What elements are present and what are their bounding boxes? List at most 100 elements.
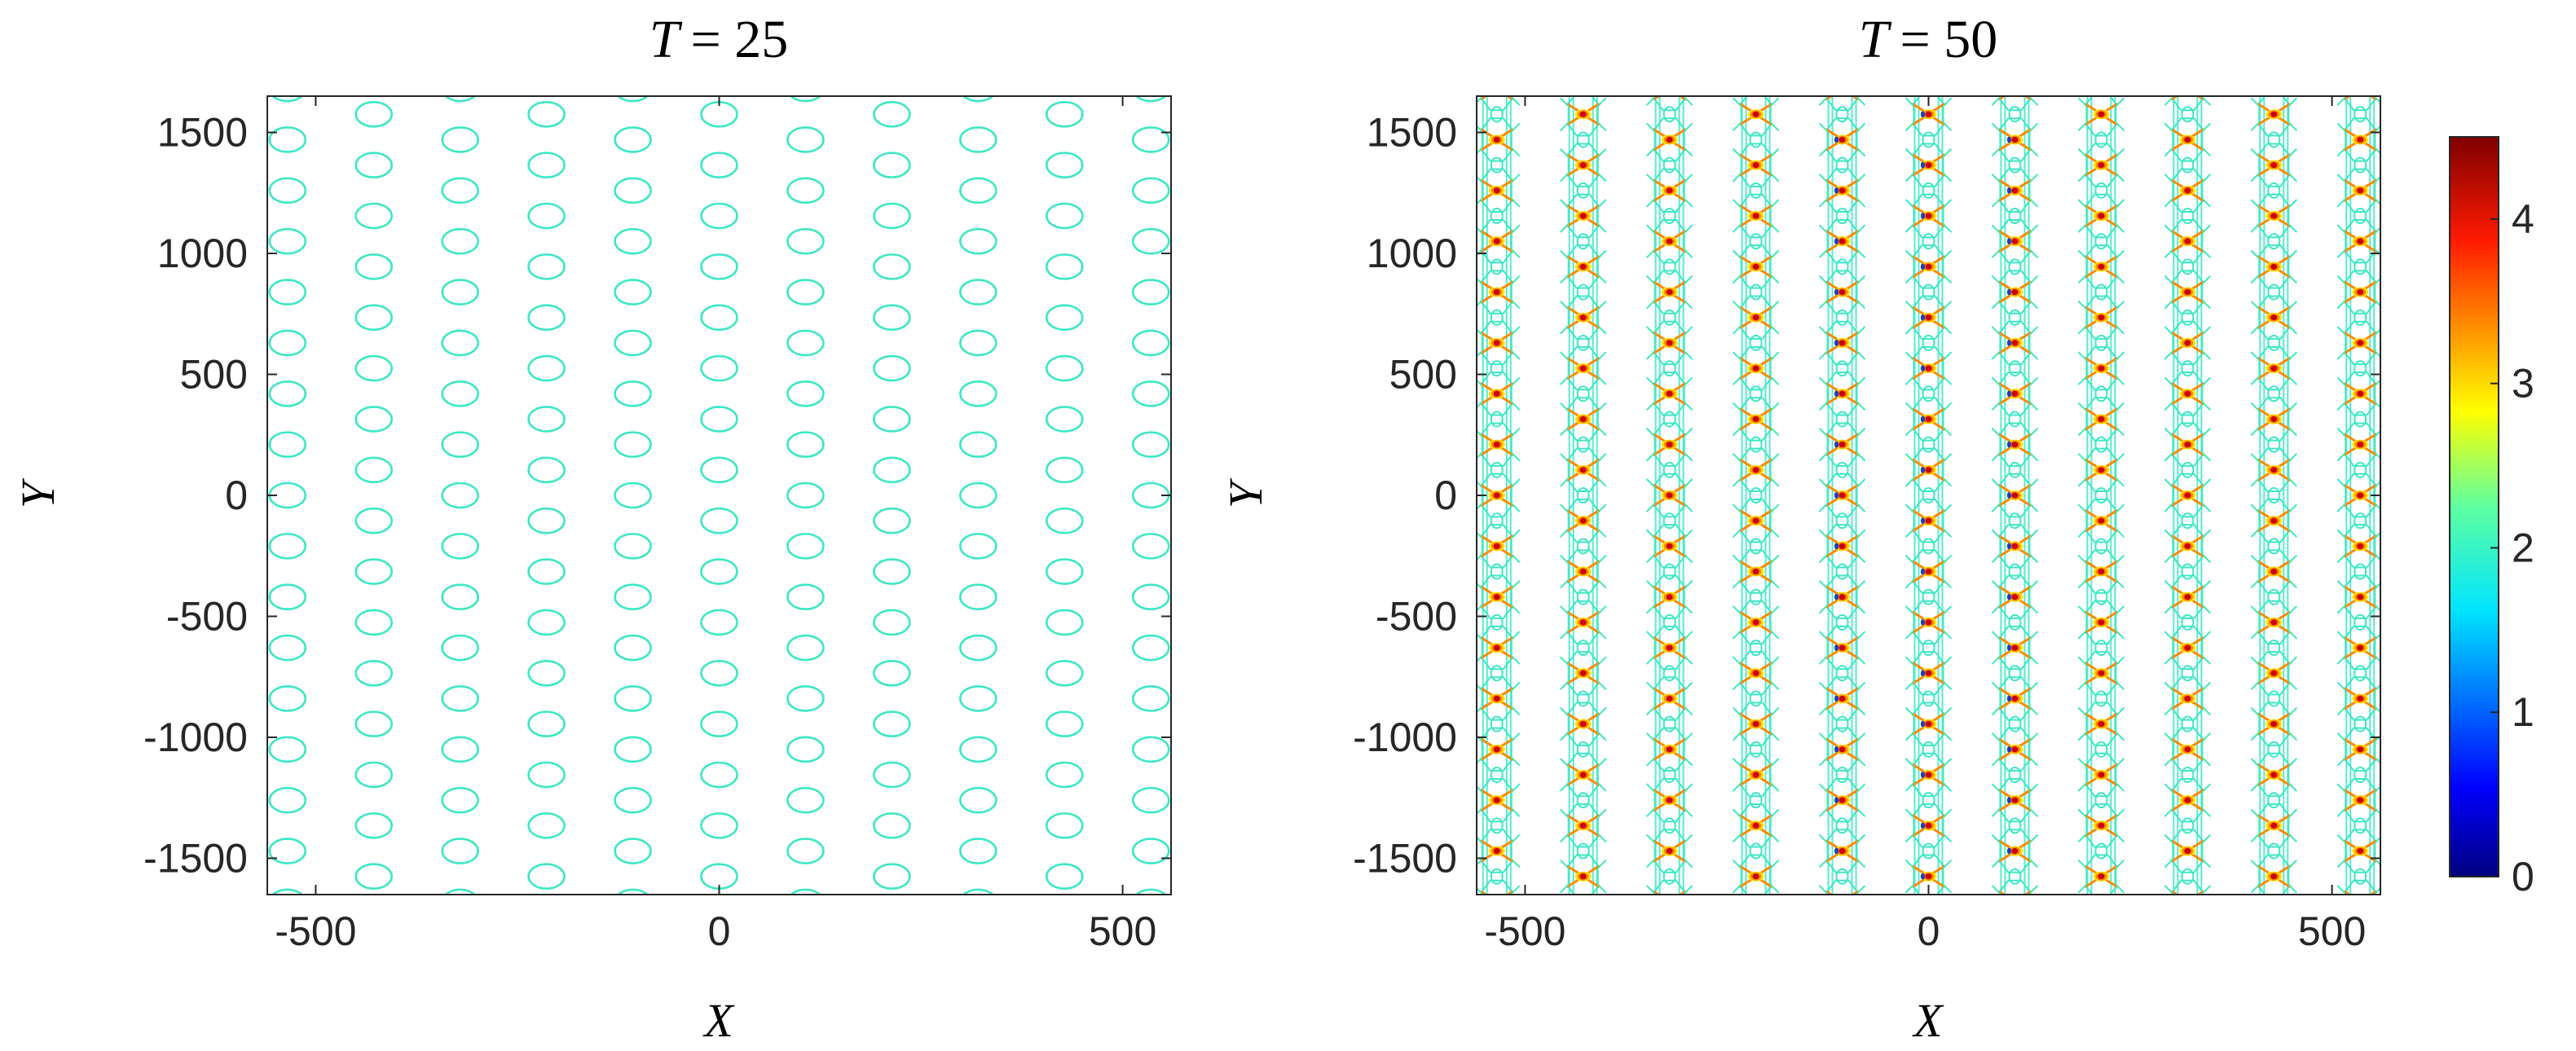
contour-ring [1749,741,1763,758]
contour-ring [1835,613,1849,631]
peak-arm [1911,255,1926,266]
contour-ellipse [959,634,997,662]
peak-arm [2084,369,2099,380]
peak-arm-outer [1559,605,1570,615]
contour-ring [2181,563,2195,580]
peak-arm [1911,356,1926,367]
peak-arm-outer [1732,630,1742,640]
peak-arm [2343,750,2358,762]
peak-arm [1851,890,1860,895]
peak-arm [2017,635,2032,647]
peak-arm [1479,128,1495,139]
peak-arm [2276,675,2292,685]
peak-arm [1738,319,1754,329]
peak-arm [2343,635,2358,647]
peak-level-4 [1666,543,1673,549]
y-tick-label: -1500 [1353,835,1457,881]
peak-arm [2103,725,2119,736]
chart-right-xlabel: X [1912,994,1944,1047]
peak-arm [1565,153,1581,164]
peak-level-4 [2270,263,2278,270]
peak-arm-outer [1732,656,1742,666]
peak-arm-outer [2250,680,2261,690]
peak-arm [1844,229,1860,240]
peak-arm [1587,53,1600,61]
peak-arm [1825,750,1840,762]
contour-cell [1913,345,1944,391]
peak-arm-outer [2115,121,2125,131]
peak-arm [1479,178,1495,190]
peak-arm [2103,814,2119,825]
contour-ellipse [527,406,566,433]
peak-arm [1652,788,1667,799]
peak-arm [1825,344,1840,355]
peak-arm-outer [1904,172,1915,182]
peak-level-4 [1752,772,1759,778]
peak-arm-outer [1683,96,1693,106]
peak-level-4 [1925,569,1932,575]
peak-level-4 [1925,162,1932,169]
peak-arm [2170,483,2186,495]
peak-arm [1738,356,1754,367]
contour-cell [1740,447,1772,493]
peak-arm [1911,827,1926,838]
y-tick-label: 1000 [157,231,248,276]
contour-cell [1740,244,1772,289]
peak-level-4 [2357,289,2364,296]
peak-arm-outer [1904,884,1915,894]
peak-arm-outer [1732,782,1742,792]
peak-arm-outer [1942,351,1953,361]
peak-arm [1499,280,1514,291]
peak-arm [2017,737,2032,749]
peak-arm-outer [2250,325,2261,335]
peak-arm-outer [2336,553,2346,564]
peak-arm [1997,344,2013,355]
peak-arm-outer [1942,301,1953,310]
peak-arm-outer [2029,73,2037,81]
peak-arm [1758,560,1773,570]
contour-ring [1835,665,1849,682]
peak-arm-outer [1732,578,1742,589]
peak-arm [2362,801,2378,812]
peak-level-4 [2184,746,2191,753]
peak-arm [1565,319,1581,329]
contour-ring [2354,411,2367,428]
peak-arm-outer [2336,681,2346,692]
peak-level-4 [1579,772,1587,778]
peak-level-4 [1666,797,1673,803]
peak-arm-outer [1511,401,1521,411]
peak-arm [1911,116,1926,126]
peak-arm [1671,737,1687,749]
contour-ellipse [441,227,479,255]
peak-arm [2362,635,2378,647]
peak-arm [2017,395,2032,406]
contour-cell [2345,218,2376,264]
peak-arm [1565,662,1581,672]
peak-arm-outer [2288,680,2298,690]
contour-ring [1835,309,1849,326]
contour-ring [1922,690,1935,707]
peak-arm [2190,547,2205,558]
peak-arm [1738,814,1754,825]
contour-cell [2172,777,2204,823]
contour-ellipse [700,456,738,484]
peak-arm-outer [1769,274,1780,284]
peak-arm [2343,547,2358,558]
peak-arm [2344,78,2357,86]
peak-arm-outer [1991,858,2001,869]
peak-arm [2084,560,2099,570]
peak-level-4 [1752,619,1759,626]
peak-arm-outer [1559,97,1570,107]
contour-cell [1653,625,1685,671]
peak-arm [1587,66,1600,74]
peak-arm-outer [1683,833,1693,844]
peak-arm [1758,166,1773,177]
peak-arm [1499,446,1514,456]
peak-arm [2170,242,2186,253]
peak-arm-outer [2201,681,2212,692]
peak-arm [1652,687,1667,697]
peak-arm-outer [2336,174,2346,183]
peak-arm-outer [2077,199,2088,209]
trough-level-1 [1834,899,1838,905]
peak-arm [1931,356,1946,367]
